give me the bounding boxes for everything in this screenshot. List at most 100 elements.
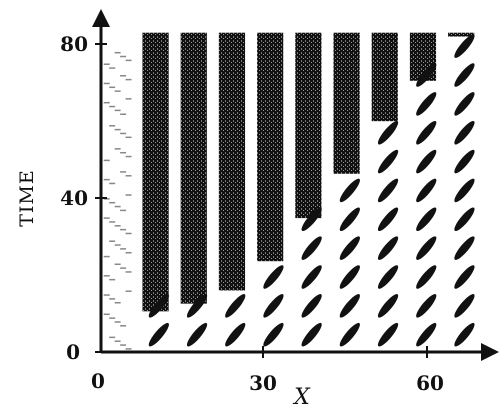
diagonal-segment-7	[416, 322, 437, 347]
diagonal-segment-6	[377, 294, 399, 318]
speckle	[114, 340, 121, 342]
diagonal-segment-7	[416, 207, 437, 232]
y-tick-label-0: 0	[66, 340, 80, 364]
diagonal-segment-7	[416, 63, 437, 87]
diagonal-segment-7	[416, 120, 437, 145]
diagonal-segment-5	[339, 322, 360, 347]
diagonal-segment-0	[148, 294, 169, 318]
speckle	[109, 278, 116, 281]
speckle	[125, 194, 132, 196]
diagonal-segment-2	[225, 322, 246, 347]
speckle	[109, 182, 116, 185]
vertical-stripe-3	[257, 32, 284, 262]
diagonal-segment-6	[377, 207, 399, 232]
speckle	[120, 132, 127, 135]
speckle	[114, 90, 121, 92]
speckle	[120, 267, 127, 269]
x-ticks: 0 30 60	[91, 346, 444, 395]
x-tick-label-0: 0	[91, 369, 105, 393]
speckle	[109, 317, 116, 319]
speckle	[114, 263, 121, 266]
y-tick-label-40: 40	[60, 186, 88, 210]
speckle	[120, 75, 127, 77]
speckle	[114, 205, 121, 208]
x-tick-label-30: 30	[249, 371, 277, 395]
diagonal-segment-5	[339, 178, 360, 203]
speckle	[120, 344, 127, 346]
speckle	[125, 290, 132, 292]
speckle	[125, 59, 132, 62]
speckle	[120, 325, 127, 327]
speckle	[114, 148, 121, 150]
speckle	[109, 336, 116, 339]
vertical-stripe-2	[218, 32, 246, 291]
speckle	[109, 298, 116, 300]
speckle	[114, 321, 121, 323]
x-tick-label-60: 60	[416, 371, 444, 395]
speckle	[103, 217, 110, 219]
speckle	[114, 51, 121, 54]
speckle	[103, 313, 110, 316]
speckle	[114, 244, 121, 246]
diagonal-segment-6	[377, 120, 399, 145]
speckle	[125, 98, 132, 100]
speckle	[125, 348, 132, 350]
diagonal-segment-8	[454, 149, 475, 174]
diagonal-segment-6	[377, 149, 399, 174]
speckle	[125, 271, 132, 273]
speckle	[103, 275, 110, 277]
speckle	[103, 63, 110, 65]
diagonal-segment-5	[339, 294, 360, 318]
diagonal-segment-6	[377, 265, 399, 289]
diagonal-segment-8	[454, 322, 475, 347]
diagonal-segment-8	[454, 34, 475, 58]
speckle	[103, 178, 110, 181]
y-axis-title: TIME	[16, 169, 38, 227]
y-ticks: 0 40 80	[60, 32, 107, 364]
vertical-stripe-1	[180, 32, 207, 304]
speckle	[114, 109, 121, 112]
speckle	[109, 86, 116, 89]
speckle	[103, 255, 110, 258]
diagonal-segment-1	[186, 294, 208, 318]
speckle	[109, 125, 116, 127]
speckle	[109, 201, 116, 204]
speckle	[125, 136, 132, 139]
diagonal-segment-7	[416, 178, 437, 203]
diagonal-segment-8	[454, 63, 475, 87]
speckle	[114, 225, 121, 227]
speckle	[120, 151, 127, 154]
speckle	[125, 78, 132, 81]
vertical-stripe-6	[371, 32, 398, 122]
diagonal-segment-4	[301, 236, 322, 260]
diagonal-segment-8	[454, 207, 475, 232]
speckle	[114, 128, 121, 131]
diagonal-segment-8	[454, 178, 475, 203]
speckle	[103, 159, 110, 162]
diagonal-segment-2	[225, 294, 246, 318]
speckle	[103, 101, 110, 104]
speckle	[120, 209, 127, 212]
speckle	[125, 175, 132, 177]
diagonal-segment-3	[263, 265, 284, 289]
speckle	[120, 55, 127, 58]
y-tick-label-80: 80	[60, 32, 88, 56]
plot-area	[103, 32, 475, 354]
diagonal-segment-4	[301, 265, 322, 289]
vertical-stripe-4	[295, 32, 322, 219]
diagonal-segment-4	[301, 322, 322, 347]
speckle	[109, 240, 116, 242]
diagonal-segment-1	[186, 322, 208, 347]
speckle	[120, 171, 127, 173]
diagonal-segment-5	[339, 207, 360, 232]
diagonal-segment-8	[454, 120, 475, 145]
diagonal-segment-7	[416, 149, 437, 174]
diagonal-segment-3	[263, 294, 284, 318]
diagonal-segment-7	[416, 265, 437, 289]
x-axis-title: X	[292, 385, 311, 409]
diagonal-segment-7	[416, 294, 437, 318]
diagonal-segment-4	[301, 207, 322, 232]
diagonal-segment-7	[416, 92, 437, 116]
diagonal-segment-6	[377, 178, 399, 203]
